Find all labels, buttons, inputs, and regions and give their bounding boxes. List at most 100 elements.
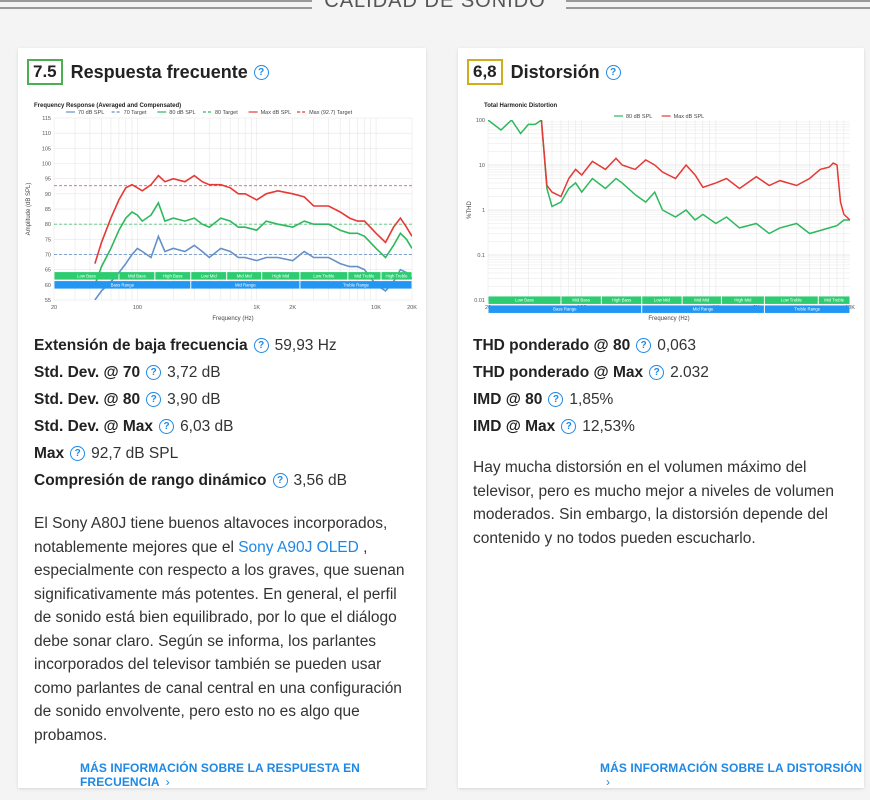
stat-value: 6,03 dB	[180, 418, 234, 435]
sony-a90j-link[interactable]: Sony A90J OLED	[238, 538, 359, 556]
stat-row: Extensión de baja frecuencia? 59,93 Hz	[34, 336, 347, 363]
band-segment	[191, 281, 300, 289]
more-frequency-link[interactable]: MÁS INFORMACIÓN SOBRE LA RESPUESTA EN FR…	[80, 761, 426, 789]
band-label: Mid Range	[235, 282, 256, 287]
band-label: Bass Range	[111, 282, 135, 287]
section-title: CALIDAD DE SONIDO	[324, 0, 546, 12]
band-segment	[488, 305, 642, 313]
chart-title: Total Harmonic Distortion	[484, 103, 558, 109]
band-label: High Treble	[386, 273, 409, 278]
stat-label: IMD @ Max	[473, 418, 556, 435]
y-tick-label: 90	[45, 192, 51, 198]
y-tick-label: 65	[45, 268, 51, 274]
stat-value: 3,56 dB	[293, 472, 347, 489]
header-rule-left	[0, 0, 312, 9]
help-icon[interactable]: ?	[70, 446, 86, 462]
frequency-stats: Extensión de baja frecuencia? 59,93 Hz St…	[34, 336, 347, 498]
legend-label: Max dB SPL	[674, 114, 705, 120]
y-tick-label: 85	[45, 207, 51, 213]
score-badge: 7.5	[27, 59, 63, 85]
help-icon[interactable]: ?	[146, 365, 162, 381]
legend-label: 70 Target	[124, 110, 147, 116]
band-label: Low Bass	[77, 273, 96, 278]
band-segment	[818, 296, 850, 304]
band-label: High Bass	[612, 298, 632, 303]
legend-label: 70 dB SPL	[78, 110, 104, 116]
y-tick-label: 1	[482, 208, 485, 214]
y-tick-label: 110	[42, 131, 51, 137]
y-tick-label: 70	[45, 253, 51, 259]
help-icon[interactable]: ?	[605, 64, 621, 80]
band-label: Low Bass	[515, 298, 534, 303]
stat-row: Std. Dev. @ Max? 6,03 dB	[34, 417, 347, 444]
band-label: Mid Treble	[354, 273, 375, 278]
help-icon[interactable]: ?	[636, 338, 652, 354]
stat-label: IMD @ 80	[473, 391, 543, 408]
help-icon[interactable]: ?	[253, 338, 269, 354]
stat-label: THD ponderado @ 80	[473, 337, 631, 354]
help-icon[interactable]: ?	[159, 419, 175, 435]
band-segment	[682, 296, 721, 304]
band-label: Low Treble	[313, 273, 335, 278]
distortion-description: Hay mucha distorsión en el volumen máxim…	[473, 459, 834, 547]
band-label: Mid Range	[693, 307, 714, 312]
band-segment	[262, 272, 300, 280]
y-tick-label: 80	[45, 222, 51, 228]
card-title: Respuesta frecuente	[70, 61, 248, 82]
band-label: Low Treble	[781, 298, 803, 303]
stat-row: IMD @ Max? 12,53%	[473, 417, 709, 444]
legend-label: Max (92.7) Target	[309, 110, 352, 116]
distortion-chart: Total Harmonic Distortion 80 dB SPL Max dB…	[467, 103, 855, 322]
help-icon[interactable]: ?	[253, 64, 269, 80]
x-tick-label: 2K	[289, 305, 296, 311]
x-axis-label: Frequency (Hz)	[648, 316, 689, 322]
stat-row: THD ponderado @ Max? 2.032	[473, 363, 709, 390]
help-icon[interactable]: ?	[272, 473, 288, 489]
help-icon[interactable]: ?	[561, 419, 577, 435]
band-segment	[721, 296, 764, 304]
y-axis-label: Amplitude (dB SPL)	[26, 183, 32, 236]
band-segment	[191, 272, 227, 280]
band-segment	[54, 272, 119, 280]
x-tick-label: 20K	[407, 305, 417, 311]
y-tick-label: 75	[45, 237, 51, 243]
y-tick-label: 0.1	[477, 253, 485, 259]
x-tick-label: 10K	[845, 305, 855, 311]
band-segment	[601, 296, 642, 304]
frequency-description: El Sony A80J tiene buenos altavoces inco…	[34, 512, 406, 747]
band-label: Mid Bass	[128, 273, 146, 278]
band-label: Mid Mid	[237, 273, 253, 278]
y-tick-label: 105	[42, 146, 51, 152]
y-axis-label: %THD	[467, 201, 473, 219]
band-label: High Mid	[272, 273, 290, 278]
band-label: High Mid	[734, 298, 752, 303]
help-icon[interactable]: ?	[649, 365, 665, 381]
card-title: Distorsión	[510, 61, 600, 82]
band-segment	[300, 272, 348, 280]
stat-row: IMD @ 80? 1,85%	[473, 390, 709, 417]
distortion-stats: THD ponderado @ 80? 0,063 THD ponderado @…	[473, 336, 709, 444]
more-link-label: MÁS INFORMACIÓN SOBRE LA DISTORSIÓN	[600, 761, 863, 775]
x-tick-label: 10K	[371, 305, 381, 311]
stat-row: Std. Dev. @ 70? 3,72 dB	[34, 363, 347, 390]
frequency-response-card: 7.5 Respuesta frecuente ? Frequency Resp…	[18, 48, 426, 789]
score-badge: 6,8	[467, 59, 503, 85]
frequency-response-chart: Frequency Response (Averaged and Compens…	[26, 103, 417, 322]
band-segment	[155, 272, 191, 280]
chevron-right-icon: ›	[165, 775, 170, 789]
distortion-card: 6,8 Distorsión ? Total Harmonic Distorti…	[458, 48, 864, 789]
help-icon[interactable]: ?	[548, 392, 564, 408]
card-title-row: 7.5 Respuesta frecuente ?	[27, 59, 269, 85]
more-distortion-link[interactable]: MÁS INFORMACIÓN SOBRE LA DISTORSIÓN›	[600, 761, 864, 789]
y-tick-label: 100	[476, 118, 485, 124]
band-label: Mid Treble	[824, 298, 845, 303]
header-rule-right	[566, 0, 870, 9]
desc-text: El Sony A80J tiene buenos altavoces inco…	[34, 515, 388, 556]
x-tick-label: 20	[485, 305, 491, 311]
band-label: High Bass	[163, 273, 183, 278]
help-icon[interactable]: ?	[146, 392, 162, 408]
legend-label: 80 dB SPL	[626, 114, 652, 120]
band-segment	[348, 272, 381, 280]
stat-label: Std. Dev. @ 70	[34, 364, 141, 381]
stat-label: Std. Dev. @ 80	[34, 391, 141, 408]
